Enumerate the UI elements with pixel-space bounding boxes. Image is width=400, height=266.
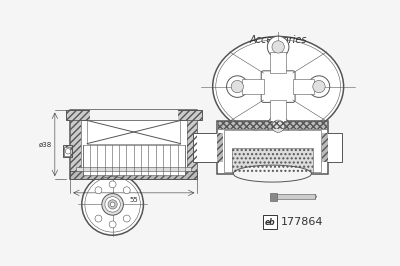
Bar	[322, 133, 328, 162]
Circle shape	[123, 187, 130, 194]
Bar	[70, 120, 81, 171]
Bar	[87, 120, 180, 144]
Bar	[64, 147, 70, 156]
Bar	[224, 131, 320, 172]
Bar	[62, 145, 72, 157]
Bar	[76, 167, 191, 171]
Circle shape	[267, 115, 289, 137]
Bar	[90, 110, 178, 120]
Circle shape	[313, 80, 325, 93]
Circle shape	[82, 174, 144, 235]
Circle shape	[123, 215, 130, 222]
Bar	[270, 193, 277, 201]
Circle shape	[108, 200, 117, 209]
Bar	[70, 171, 197, 179]
Bar	[66, 110, 202, 120]
Bar	[216, 121, 328, 174]
Bar	[232, 148, 313, 172]
Bar	[70, 110, 197, 179]
Bar	[194, 133, 218, 162]
Bar	[70, 120, 81, 171]
Bar	[277, 194, 315, 199]
Circle shape	[272, 41, 284, 53]
Bar	[322, 133, 328, 162]
Text: 55: 55	[130, 197, 138, 203]
Bar	[186, 120, 197, 171]
Bar	[232, 148, 313, 172]
Text: Accessories: Accessories	[250, 35, 307, 45]
Circle shape	[95, 215, 102, 222]
Bar	[327, 133, 342, 162]
Circle shape	[102, 194, 123, 215]
Bar	[216, 133, 223, 162]
Circle shape	[109, 181, 116, 188]
Ellipse shape	[213, 36, 344, 137]
Bar	[218, 121, 327, 129]
Ellipse shape	[233, 165, 312, 182]
Text: eb: eb	[264, 218, 275, 227]
Circle shape	[105, 197, 120, 212]
Bar	[218, 121, 327, 129]
Text: ø38: ø38	[38, 141, 52, 147]
Bar	[186, 120, 197, 171]
Bar	[270, 52, 286, 73]
Bar	[270, 100, 286, 122]
Circle shape	[308, 76, 330, 97]
Bar	[293, 79, 314, 94]
Circle shape	[231, 80, 244, 93]
Text: 177864: 177864	[280, 217, 323, 227]
Bar	[62, 145, 72, 157]
Circle shape	[272, 120, 284, 132]
Circle shape	[110, 202, 115, 207]
Bar	[82, 145, 185, 175]
Circle shape	[109, 221, 116, 228]
Circle shape	[95, 187, 102, 194]
Circle shape	[65, 149, 71, 154]
Bar	[242, 79, 264, 94]
Bar	[70, 171, 197, 179]
Bar	[263, 215, 277, 229]
FancyBboxPatch shape	[261, 71, 295, 102]
Bar	[216, 133, 223, 162]
Bar	[66, 110, 202, 120]
Circle shape	[226, 76, 248, 97]
Circle shape	[267, 36, 289, 58]
